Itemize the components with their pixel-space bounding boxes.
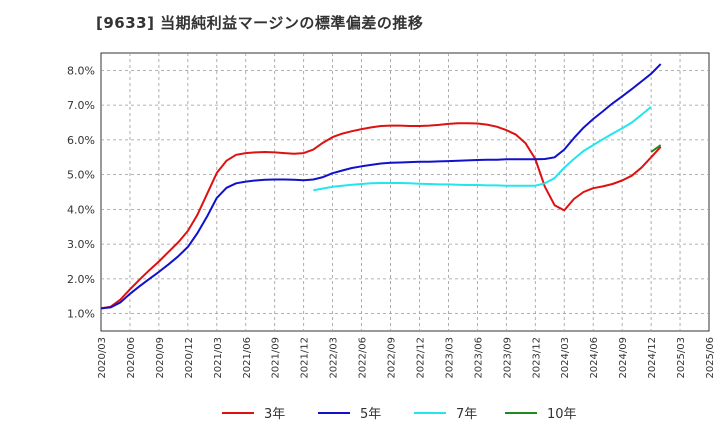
series-line-7年 bbox=[313, 106, 652, 192]
x-tick-label: 2022/09 bbox=[387, 337, 398, 379]
y-tick-label: 6.0% bbox=[67, 134, 95, 147]
x-tick-label: 2021/03 bbox=[213, 337, 224, 379]
x-tick-label: 2021/12 bbox=[300, 337, 311, 379]
x-tick-label: 2020/06 bbox=[126, 337, 137, 379]
x-tick-label: 2021/06 bbox=[242, 337, 253, 379]
legend-label: 5年 bbox=[360, 407, 381, 422]
plot-area bbox=[100, 52, 710, 332]
y-tick-label: 7.0% bbox=[67, 99, 95, 112]
x-tick-label: 2023/06 bbox=[473, 337, 484, 379]
grid-lines bbox=[101, 53, 709, 331]
y-axis-ticks: 1.0% 2.0% 3.0% 4.0% 5.0% 6.0% 7.0% 8.0% bbox=[67, 64, 95, 320]
x-tick-label: 2023/03 bbox=[444, 337, 455, 379]
x-tick-label: 2021/09 bbox=[271, 337, 282, 379]
x-tick-label: 2024/03 bbox=[560, 337, 571, 379]
x-tick-label: 2020/09 bbox=[155, 337, 166, 379]
y-tick-label: 5.0% bbox=[67, 169, 95, 182]
x-tick-label: 2022/12 bbox=[415, 337, 426, 379]
series-lines bbox=[100, 63, 662, 310]
legend-label: 7年 bbox=[456, 407, 477, 422]
x-tick-label: 2024/06 bbox=[589, 337, 600, 379]
legend-label: 3年 bbox=[264, 407, 285, 422]
y-tick-label: 2.0% bbox=[67, 273, 95, 286]
x-tick-label: 2022/06 bbox=[358, 337, 369, 379]
y-tick-label: 1.0% bbox=[67, 308, 95, 321]
series-line-10年 bbox=[650, 144, 662, 153]
legend-label: 10年 bbox=[547, 407, 577, 422]
x-tick-label: 2023/12 bbox=[531, 337, 542, 379]
x-tick-label: 2024/12 bbox=[647, 337, 658, 379]
x-tick-label: 2020/12 bbox=[184, 337, 195, 379]
x-tick-label: 2025/03 bbox=[676, 337, 687, 379]
series-line-3年 bbox=[100, 122, 662, 310]
x-tick-label: 2020/03 bbox=[97, 337, 108, 379]
x-tick-label: 2023/09 bbox=[502, 337, 513, 379]
legend: 3年 5年 7年 10年 bbox=[222, 407, 577, 422]
x-tick-label: 2022/03 bbox=[329, 337, 340, 379]
series-line-5年 bbox=[100, 63, 662, 310]
y-tick-label: 3.0% bbox=[67, 238, 95, 251]
chart-title: [9633] 当期純利益マージンの標準偏差の推移 bbox=[96, 14, 424, 32]
y-tick-label: 8.0% bbox=[67, 64, 95, 77]
x-tick-label: 2025/06 bbox=[705, 337, 716, 379]
x-axis-ticks: 2020/03 2020/06 2020/09 2020/12 2021/03 2021/… bbox=[97, 337, 716, 379]
y-tick-label: 4.0% bbox=[67, 203, 95, 216]
x-tick-label: 2024/09 bbox=[618, 337, 629, 379]
